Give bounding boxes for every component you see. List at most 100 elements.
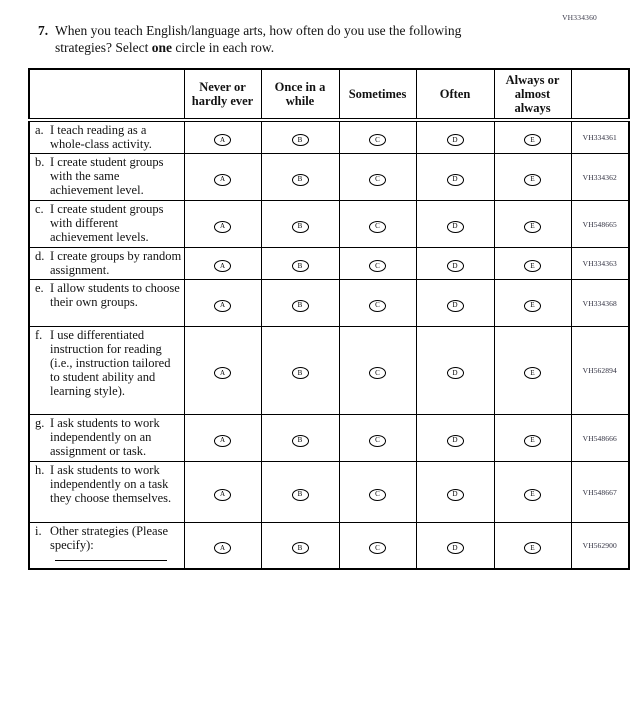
answer-oval[interactable]: C bbox=[369, 173, 386, 186]
answer-oval[interactable]: B bbox=[291, 173, 309, 186]
oval-cell: D bbox=[415, 461, 495, 523]
oval-cell: E bbox=[493, 200, 572, 248]
answer-oval[interactable]: D bbox=[446, 299, 464, 312]
row-label: a. I teach reading as a whole-class activ… bbox=[28, 119, 185, 154]
answer-oval[interactable]: B bbox=[291, 220, 309, 233]
answer-oval[interactable]: A bbox=[214, 488, 231, 501]
answer-oval[interactable]: E bbox=[524, 220, 541, 233]
oval-cell: D bbox=[415, 414, 495, 462]
oval-cell: D bbox=[415, 153, 495, 201]
item-code: VH334363 bbox=[570, 247, 630, 280]
row-label: d. I create groups by random assignment. bbox=[28, 247, 185, 280]
oval-cell: E bbox=[493, 522, 572, 570]
specify-blank-line[interactable] bbox=[55, 560, 167, 561]
answer-oval[interactable]: A bbox=[214, 260, 231, 272]
answer-oval[interactable]: C bbox=[369, 542, 386, 554]
answer-oval[interactable]: A bbox=[214, 367, 231, 379]
answer-oval[interactable]: C bbox=[369, 260, 386, 272]
oval-cell: B bbox=[260, 119, 340, 154]
item-code: VH334361 bbox=[570, 119, 630, 154]
answer-oval[interactable]: A bbox=[214, 134, 231, 146]
answer-oval[interactable]: E bbox=[524, 434, 541, 447]
item-code: VH562894 bbox=[570, 326, 630, 415]
table-row: i. Other strategies (Please specify): A B… bbox=[28, 522, 630, 570]
oval-cell: C bbox=[338, 461, 417, 523]
answer-oval[interactable]: C bbox=[369, 299, 386, 312]
oval-cell: B bbox=[260, 461, 340, 523]
oval-cell: A bbox=[183, 522, 262, 570]
answer-oval[interactable]: E bbox=[524, 173, 541, 186]
answer-oval[interactable]: C bbox=[369, 220, 386, 233]
answer-oval[interactable]: E bbox=[524, 542, 541, 554]
answer-oval[interactable]: D bbox=[446, 434, 464, 447]
oval-cell: B bbox=[260, 200, 340, 248]
header-code-cell bbox=[570, 68, 630, 122]
answer-oval[interactable]: E bbox=[524, 488, 541, 501]
oval-cell: D bbox=[415, 522, 495, 570]
oval-cell: D bbox=[415, 247, 495, 280]
answer-oval[interactable]: D bbox=[446, 220, 464, 233]
table-row: c. I create student groups with different… bbox=[28, 200, 630, 248]
oval-cell: E bbox=[493, 153, 572, 201]
answer-oval[interactable]: C bbox=[369, 134, 386, 146]
oval-cell: C bbox=[338, 119, 417, 154]
answer-oval[interactable]: E bbox=[524, 260, 541, 272]
oval-cell: D bbox=[415, 119, 495, 154]
table-row: f. I use differentiated instruction for r… bbox=[28, 326, 630, 415]
answer-oval[interactable]: C bbox=[369, 434, 386, 447]
answer-oval[interactable]: E bbox=[524, 367, 541, 379]
oval-cell: B bbox=[260, 153, 340, 201]
answer-oval[interactable]: A bbox=[214, 220, 231, 233]
answer-oval[interactable]: D bbox=[446, 260, 464, 272]
table-row: b. I create student groups with the same … bbox=[28, 153, 630, 201]
header-always: Always or almost always bbox=[493, 68, 572, 122]
answer-oval[interactable]: B bbox=[291, 434, 309, 447]
question-number: 7. bbox=[38, 23, 49, 38]
answer-oval[interactable]: B bbox=[291, 488, 309, 501]
answer-oval[interactable]: B bbox=[291, 367, 309, 379]
item-code: VH334362 bbox=[570, 153, 630, 201]
row-label: f. I use differentiated instruction for r… bbox=[28, 326, 185, 415]
answer-oval[interactable]: C bbox=[369, 488, 386, 501]
oval-cell: A bbox=[183, 153, 262, 201]
row-label: b. I create student groups with the same … bbox=[28, 153, 185, 201]
oval-cell: A bbox=[183, 461, 262, 523]
oval-cell: C bbox=[338, 522, 417, 570]
answer-oval[interactable]: B bbox=[291, 260, 309, 272]
oval-cell: E bbox=[493, 414, 572, 462]
oval-cell: A bbox=[183, 414, 262, 462]
item-code: VH548665 bbox=[570, 200, 630, 248]
row-label: c. I create student groups with different… bbox=[28, 200, 185, 248]
answer-oval[interactable]: E bbox=[524, 299, 541, 312]
answer-oval[interactable]: D bbox=[446, 542, 464, 554]
header-sometimes: Sometimes bbox=[338, 68, 417, 122]
item-code: VH548667 bbox=[570, 461, 630, 523]
header-never: Never or hardly ever bbox=[183, 68, 262, 122]
oval-cell: E bbox=[493, 326, 572, 415]
answer-oval[interactable]: A bbox=[214, 434, 231, 447]
oval-cell: B bbox=[260, 414, 340, 462]
answer-oval[interactable]: D bbox=[446, 367, 464, 379]
question-accession-code: VH334360 bbox=[562, 13, 597, 22]
answer-oval[interactable]: B bbox=[291, 542, 309, 554]
answer-oval[interactable]: A bbox=[214, 299, 231, 312]
answer-oval[interactable]: A bbox=[214, 173, 231, 186]
answer-oval[interactable]: B bbox=[291, 134, 309, 146]
answer-oval[interactable]: C bbox=[369, 367, 386, 379]
header-row: Never or hardly ever Once in a while Som… bbox=[28, 68, 630, 122]
table-row: e. I allow students to choose their own g… bbox=[28, 279, 630, 327]
answer-oval[interactable]: D bbox=[446, 488, 464, 501]
header-once-in-a-while: Once in a while bbox=[260, 68, 340, 122]
oval-cell: C bbox=[338, 326, 417, 415]
answer-oval[interactable]: E bbox=[524, 134, 541, 146]
answer-oval[interactable]: D bbox=[446, 173, 464, 186]
oval-cell: B bbox=[260, 247, 340, 280]
oval-cell: D bbox=[415, 326, 495, 415]
row-label: g. I ask students to work independently o… bbox=[28, 414, 185, 462]
answer-oval[interactable]: A bbox=[214, 542, 231, 554]
answer-oval[interactable]: B bbox=[291, 299, 309, 312]
oval-cell: E bbox=[493, 119, 572, 154]
item-code: VH562900 bbox=[570, 522, 630, 570]
answer-oval[interactable]: D bbox=[446, 134, 464, 146]
